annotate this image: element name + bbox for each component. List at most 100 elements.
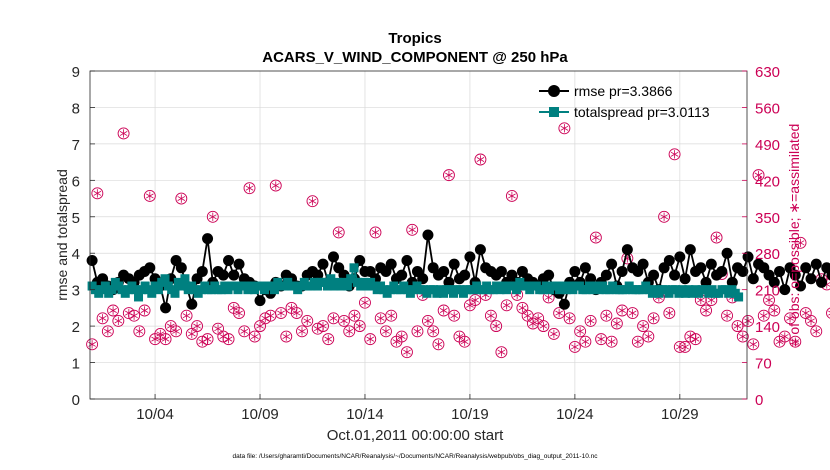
obs-possible-marker xyxy=(411,325,424,338)
obs-assimilated-marker xyxy=(235,308,243,318)
obs-possible-marker xyxy=(768,304,781,317)
rmse-marker xyxy=(737,265,749,277)
obs-possible-marker xyxy=(138,304,151,317)
obs-star-stroke xyxy=(539,323,548,329)
obs-star-stroke xyxy=(109,308,117,313)
y-tick-label-left: 5 xyxy=(72,210,80,227)
rmse-marker xyxy=(443,276,455,288)
obs-assimilated-marker xyxy=(224,334,233,344)
obs-star-stroke xyxy=(696,297,705,303)
rmse-marker xyxy=(768,276,780,288)
data-file-footer: data file: /Users/gharamti/Documents/NCA… xyxy=(233,453,599,460)
obs-star-stroke xyxy=(466,302,474,308)
obs-assimilated-marker xyxy=(665,308,674,318)
obs-assimilated-marker xyxy=(502,301,511,310)
totalspread-marker xyxy=(160,274,170,284)
obs-assimilated-marker xyxy=(450,311,459,320)
obs-possible-marker xyxy=(275,307,287,320)
obs-star-stroke xyxy=(203,336,212,342)
obs-assimilated-marker xyxy=(555,308,563,318)
obs-possible-marker xyxy=(584,314,597,327)
obs-assimilated-marker xyxy=(434,340,443,349)
obs-star-stroke xyxy=(639,323,647,329)
obs-possible-marker xyxy=(579,335,592,348)
obs-assimilated-marker xyxy=(571,342,579,352)
obs-star-stroke xyxy=(434,341,443,347)
obs-possible-marker xyxy=(159,333,172,346)
obs-assimilated-marker xyxy=(187,329,196,339)
obs-star-stroke xyxy=(324,336,333,342)
obs-star-stroke xyxy=(749,341,758,347)
rmse-marker xyxy=(354,255,366,267)
obs-star-stroke xyxy=(754,172,763,178)
obs-star-stroke xyxy=(602,313,611,319)
y-tick-label-left: 6 xyxy=(72,173,80,190)
obs-assimilated-marker xyxy=(361,298,369,307)
obs-star-stroke xyxy=(161,336,170,342)
obs-assimilated-marker xyxy=(639,321,647,331)
rmse-marker xyxy=(674,251,686,263)
obs-assimilated-marker xyxy=(287,303,296,313)
x-tick-label: 10/29 xyxy=(661,406,699,423)
obs-assimilated-marker xyxy=(775,337,784,346)
rmse-marker xyxy=(569,265,581,277)
legend-spread-label: totalspread pr=3.0113 xyxy=(574,104,710,120)
rmse-marker xyxy=(679,273,691,285)
y-tick-label-left: 8 xyxy=(72,100,80,117)
obs-possible-marker xyxy=(101,325,114,338)
obs-star-stroke xyxy=(277,310,285,316)
obs-possible-marker xyxy=(721,309,734,322)
rmse-marker xyxy=(742,251,754,263)
obs-possible-marker xyxy=(86,338,99,351)
obs-star-stroke xyxy=(812,328,821,334)
obs-possible-marker xyxy=(794,236,807,249)
obs-star-stroke xyxy=(403,349,411,355)
obs-star-stroke xyxy=(712,235,721,241)
obs-possible-marker xyxy=(332,226,345,239)
obs-assimilated-marker xyxy=(518,303,527,313)
obs-star-stroke xyxy=(634,339,642,345)
rmse-marker xyxy=(223,255,235,267)
obs-assimilated-marker xyxy=(177,194,186,203)
obs-assimilated-marker xyxy=(613,319,621,328)
obs-star-stroke xyxy=(340,318,348,324)
obs-possible-marker xyxy=(658,210,671,223)
obs-star-stroke xyxy=(555,310,563,316)
rmse-marker xyxy=(474,244,486,256)
obs-assimilated-marker xyxy=(618,306,626,315)
obs-assimilated-marker xyxy=(550,329,558,339)
obs-assimilated-marker xyxy=(114,316,123,326)
obs-assimilated-marker xyxy=(691,334,700,344)
y-tick-label-left: 9 xyxy=(72,64,80,81)
y-tick-label-left: 2 xyxy=(72,319,80,336)
obs-star-stroke xyxy=(308,198,317,204)
obs-assimilated-marker xyxy=(298,327,306,336)
chart-title: Tropics xyxy=(388,30,441,47)
rmse-marker xyxy=(721,247,733,259)
legend-spread-marker xyxy=(549,107,559,117)
obs-assimilated-marker xyxy=(282,332,291,341)
obs-possible-marker xyxy=(296,325,308,338)
obs-star-stroke xyxy=(135,328,144,334)
obs-possible-marker xyxy=(427,325,440,338)
obs-possible-marker xyxy=(269,179,282,192)
obs-assimilated-marker xyxy=(492,321,501,331)
rmse-marker xyxy=(438,265,450,277)
obs-star-stroke xyxy=(303,318,312,324)
obs-possible-marker xyxy=(805,314,817,327)
chart-subtitle: ACARS_V_WIND_COMPONENT @ 250 hPa xyxy=(262,49,568,66)
obs-assimilated-marker xyxy=(733,321,742,331)
totalspread-marker xyxy=(107,285,117,295)
rmse-marker xyxy=(202,233,214,245)
y-tick-label-left: 1 xyxy=(72,356,80,373)
obs-star-stroke xyxy=(177,196,186,202)
rmse-marker xyxy=(217,269,229,281)
obs-assimilated-marker xyxy=(592,233,600,242)
obs-assimilated-marker xyxy=(329,314,338,323)
obs-assimilated-marker xyxy=(597,334,605,344)
rmse-marker xyxy=(621,244,633,256)
obs-assimilated-marker xyxy=(565,314,574,323)
obs-assimilated-marker xyxy=(660,212,668,221)
obs-possible-marker xyxy=(642,330,655,343)
obs-assimilated-marker xyxy=(303,316,312,326)
